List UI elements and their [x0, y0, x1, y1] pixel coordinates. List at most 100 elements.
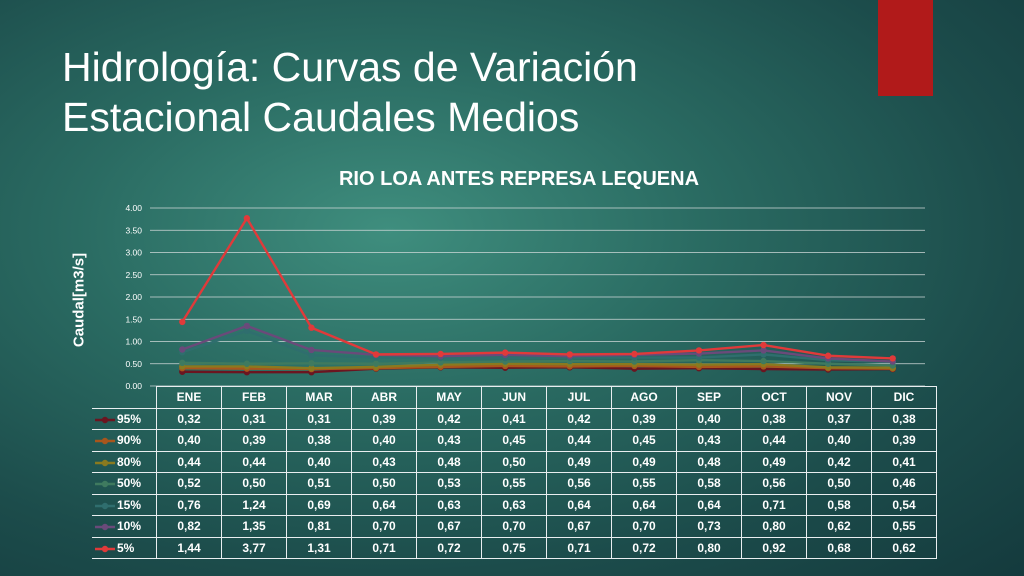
- series-5%: [179, 215, 896, 362]
- legend-entry: 10%: [92, 515, 157, 538]
- data-label: 0,51: [286, 472, 352, 495]
- data-label: 0,45: [481, 429, 547, 452]
- legend-key: [95, 416, 115, 423]
- data-label: 0,38: [741, 407, 807, 430]
- data-point: [243, 327, 251, 335]
- data-label: 0,50: [221, 472, 287, 495]
- legend-label: 15%: [117, 497, 142, 512]
- data-point: [695, 361, 703, 368]
- data-label: 0,40: [351, 429, 417, 452]
- data-label: 0,40: [676, 407, 742, 430]
- data-label: 1,44: [156, 536, 222, 559]
- data-label: 0,63: [416, 493, 482, 516]
- data-point: [243, 215, 251, 222]
- column-header: SEP: [676, 386, 742, 409]
- column-header: OCT: [741, 386, 807, 409]
- slide-title-line-1: Hidrología: Curvas de Variación: [62, 44, 638, 90]
- data-label: 0,41: [481, 407, 547, 430]
- table-row: 50% 0,52 0,50 0,51 0,50 0,53 0,55 0,56 0,55 0,58 0…: [92, 472, 937, 495]
- data-label: 0,56: [741, 472, 807, 495]
- data-label: 0,64: [351, 493, 417, 516]
- table-row: 80% 0,44 0,44 0,40 0,43 0,48 0,50 0,49 0,49 0,48 0…: [92, 450, 937, 473]
- data-point: [437, 359, 444, 366]
- legend-entry: 15%: [92, 493, 157, 516]
- data-label: 0,42: [546, 407, 612, 430]
- data-label: 0,62: [806, 515, 872, 538]
- data-label: 0,38: [286, 429, 352, 452]
- table-header-row: ENE FEB MAR ABR MAY JUN JUL AGO SEP OCT NOV DIC: [92, 386, 937, 409]
- data-point: [308, 346, 315, 354]
- table-row: 10% 0,82 1,35 0,81 0,70 0,67 0,70 0,67 0,70 0,73 0…: [92, 515, 937, 538]
- data-label: 0,70: [611, 515, 677, 538]
- series-line: [182, 358, 893, 367]
- column-header: ENE: [156, 386, 222, 409]
- column-header: FEB: [221, 386, 287, 409]
- data-label: 0,39: [221, 429, 287, 452]
- data-label: 0,44: [741, 429, 807, 452]
- column-header: DIC: [871, 386, 937, 409]
- data-label: 0,31: [221, 407, 287, 430]
- data-label: 0,70: [351, 515, 417, 538]
- data-point: [502, 349, 509, 356]
- legend-key: [95, 459, 115, 466]
- data-point: [243, 360, 251, 367]
- data-label: 0,75: [481, 536, 547, 559]
- data-label: 0,67: [546, 515, 612, 538]
- data-point: [889, 355, 896, 362]
- data-label: 0,41: [871, 450, 937, 473]
- data-point: [695, 347, 703, 354]
- data-point: [308, 324, 315, 331]
- legend-entry: 5%: [92, 536, 157, 559]
- series-15%: [179, 327, 896, 366]
- data-label: 0,50: [351, 472, 417, 495]
- data-label: 0,55: [611, 472, 677, 495]
- data-label: 0,37: [806, 407, 872, 430]
- column-header: ABR: [351, 386, 417, 409]
- data-label: 0,48: [676, 450, 742, 473]
- data-label: 0,42: [806, 450, 872, 473]
- data-label: 1,24: [221, 493, 287, 516]
- legend-entry: 95%: [92, 407, 157, 430]
- column-header: AGO: [611, 386, 677, 409]
- column-header: MAR: [286, 386, 352, 409]
- data-label: 0,44: [221, 450, 287, 473]
- data-label: 0,58: [676, 472, 742, 495]
- series-line: [181, 329, 893, 364]
- data-label: 0,71: [546, 536, 612, 559]
- data-label: 0,40: [806, 429, 872, 452]
- data-label: 0,50: [806, 472, 872, 495]
- data-label: 0,44: [546, 429, 612, 452]
- table-row: 90% 0,40 0,39 0,38 0,40 0,43 0,45 0,44 0,45 0,43 0…: [92, 429, 937, 452]
- column-header: NOV: [806, 386, 872, 409]
- y-tick-label: 0.50: [125, 359, 142, 369]
- data-label: 0,48: [416, 450, 482, 473]
- data-label: 0,49: [741, 450, 807, 473]
- data-label: 0,53: [416, 472, 482, 495]
- y-tick-label: 2.50: [125, 270, 142, 280]
- data-label: 0,43: [351, 450, 417, 473]
- table-row: 95% 0,32 0,31 0,31 0,39 0,42 0,41 0,42 0,39 0,40 0…: [92, 407, 937, 430]
- column-header: MAY: [416, 386, 482, 409]
- legend-label: 10%: [117, 519, 142, 534]
- legend-label: 80%: [117, 454, 142, 469]
- data-label: 0,40: [156, 429, 222, 452]
- data-label: 0,43: [676, 429, 742, 452]
- legend-entry: 90%: [92, 429, 157, 452]
- data-label: 0,68: [806, 536, 872, 559]
- data-label: 0,52: [156, 472, 222, 495]
- series-line: [181, 324, 893, 363]
- data-label: 0,80: [676, 536, 742, 559]
- data-label: 0,44: [156, 450, 222, 473]
- table-row: 15% 0,76 1,24 0,69 0,64 0,63 0,63 0,64 0,64 0,64 0…: [92, 493, 937, 516]
- data-point: [760, 357, 767, 365]
- data-label: 0,80: [741, 515, 807, 538]
- data-label: 0,67: [416, 515, 482, 538]
- data-label: 0,45: [611, 429, 677, 452]
- data-label: 0,31: [286, 407, 352, 430]
- legend-label: 90%: [117, 433, 142, 448]
- y-tick-labels: 0.00 0.50 1.00 1.50 2.00 2.50 3.00 3.50 4.00: [125, 203, 142, 391]
- data-table: ENE FEB MAR ABR MAY JUN JUL AGO SEP OCT NOV DIC 95%…: [92, 386, 937, 559]
- legend-label: 50%: [117, 476, 142, 491]
- data-point: [566, 351, 573, 358]
- data-label: 0,76: [156, 493, 222, 516]
